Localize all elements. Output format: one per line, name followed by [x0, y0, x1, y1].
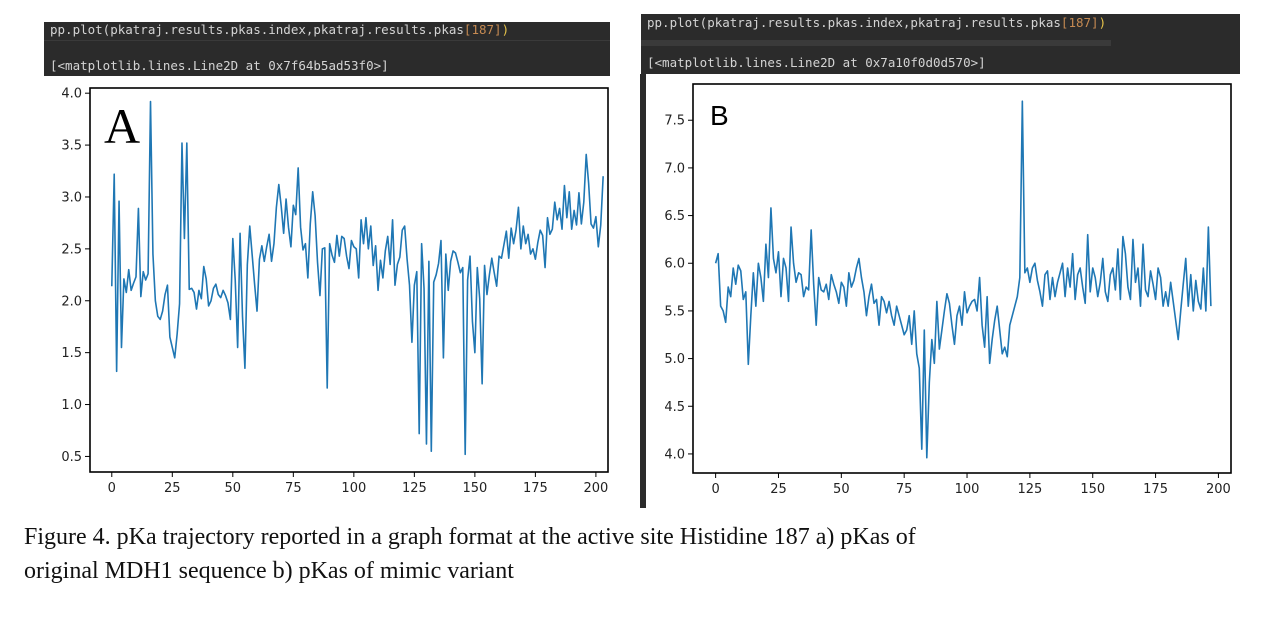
chart-b-xtick-label: 125	[1017, 482, 1042, 497]
chart-b-ytick-label: 5.5	[664, 304, 685, 319]
panel-b-command: pp.plot(pkatraj.results.pkas.index,pkatr…	[647, 15, 1106, 30]
chart-b-xtick-label: 25	[770, 482, 787, 497]
chart-a-xtick-label: 150	[462, 481, 487, 496]
chart-b-ytick-label: 7.0	[664, 161, 685, 176]
chart-b-ytick-label: 4.5	[664, 400, 685, 415]
chart-a-ytick-label: 3.0	[61, 190, 82, 205]
chart-a-xtick-label: 175	[523, 481, 548, 496]
chart-a-plot-frame	[89, 87, 609, 473]
chart-b-xtick-label: 100	[955, 482, 980, 497]
chart-a-xtick-label: 200	[583, 481, 608, 496]
chart-b-xtick-label: 175	[1143, 482, 1168, 497]
chart-a-axes: 0.5 1.0 1.5 2.0 2.5 3.0 3.5 4.0 0 25 50 75 100 125 150…	[61, 87, 609, 496]
chart-b-xtick-label: 150	[1080, 482, 1105, 497]
panel-a-command-index: [187]	[463, 22, 502, 37]
figure-caption: Figure 4. pKa trajectory reported in a g…	[24, 520, 1254, 588]
caption-line-2: original MDH1 sequence b) pKas of mimic …	[24, 558, 514, 584]
chart-b-plot-frame	[692, 83, 1232, 474]
panel-a-label: A	[104, 98, 141, 154]
chart-a: 0.5 1.0 1.5 2.0 2.5 3.0 3.5 4.0 0 25 50 75 100 125 150…	[61, 87, 609, 496]
chart-a-xtick-label: 0	[108, 481, 116, 496]
caption-line-1: Figure 4. pKa trajectory reported in a g…	[24, 524, 916, 550]
chart-a-ytick-label: 1.5	[61, 346, 82, 361]
panel-b-command-text: pp.plot(pkatraj.results.pkas.index,pkatr…	[647, 15, 1061, 30]
panel-a-command-text: pp.plot(pkatraj.results.pkas.index,pkatr…	[50, 22, 464, 37]
chart-b-ytick-label: 7.5	[664, 114, 685, 129]
chart-b-xtick-label: 75	[896, 482, 913, 497]
panel-a-terminal: pp.plot(pkatraj.results.pkas.index,pkatr…	[44, 22, 610, 76]
panel-a-command-close: )	[501, 22, 510, 37]
chart-b: 4.0 4.5 5.0 5.5 6.0 6.5 7.0 7.5 0 25 50 75 100 125 150…	[664, 83, 1232, 497]
chart-b-ytick-label: 6.5	[664, 209, 685, 224]
chart-a-xtick-label: 100	[341, 481, 366, 496]
chart-a-ytick-label: 0.5	[61, 450, 82, 465]
chart-b-series-line	[714, 100, 1212, 459]
chart-a-series-line	[110, 100, 604, 456]
chart-b-ytick-label: 4.0	[664, 447, 685, 462]
panel-b-output: [<matplotlib.lines.Line2D at 0x7a10f0d0d…	[647, 55, 986, 70]
chart-a-ytick-label: 2.0	[61, 294, 82, 309]
chart-a-xtick-label: 50	[225, 481, 242, 496]
chart-a-xtick-label: 75	[285, 481, 302, 496]
chart-b-xtick-label: 50	[833, 482, 850, 497]
chart-b-axes: 4.0 4.5 5.0 5.5 6.0 6.5 7.0 7.5 0 25 50 75 100 125 150…	[664, 83, 1232, 497]
panel-b-terminal: pp.plot(pkatraj.results.pkas.index,pkatr…	[641, 14, 1240, 74]
chart-a-ytick-label: 1.0	[61, 398, 82, 413]
chart-a-ytick-label: 2.5	[61, 242, 82, 257]
chart-a-xtick-label: 25	[164, 481, 181, 496]
chart-b-ytick-label: 5.0	[664, 352, 685, 367]
chart-a-xtick-label: 125	[402, 481, 427, 496]
chart-a-ytick-label: 4.0	[61, 87, 82, 102]
panel-b-label: B	[710, 100, 729, 131]
panel-b-dark-edge	[640, 74, 646, 508]
panel-b-command-close: )	[1098, 15, 1107, 30]
chart-b-ytick-label: 6.0	[664, 257, 685, 272]
chart-b-xtick-label: 200	[1206, 482, 1231, 497]
chart-b-xtick-label: 0	[711, 482, 719, 497]
panel-a-command: pp.plot(pkatraj.results.pkas.index,pkatr…	[50, 22, 509, 37]
panel-b-command-index: [187]	[1060, 15, 1099, 30]
chart-a-ytick-label: 3.5	[61, 139, 82, 154]
panel-a-output: [<matplotlib.lines.Line2D at 0x7f64b5ad5…	[50, 58, 389, 73]
